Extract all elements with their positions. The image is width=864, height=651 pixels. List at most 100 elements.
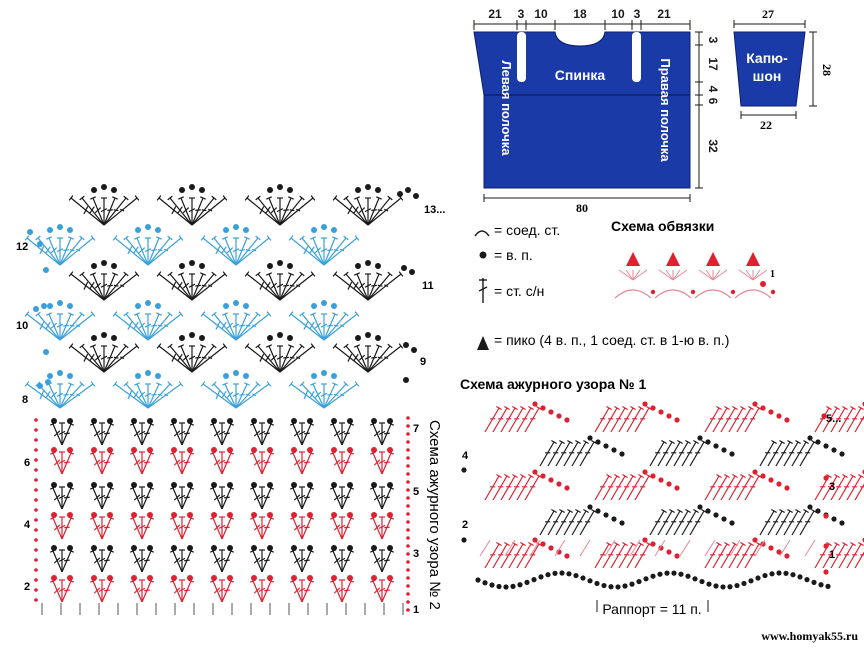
chain-dot <box>37 383 43 389</box>
chain-dot <box>199 263 205 269</box>
chain-dot <box>331 447 337 453</box>
chain-dot <box>67 227 73 233</box>
chain-dot <box>355 187 361 193</box>
chain-dot <box>101 332 107 338</box>
dim-side-3: 4 <box>706 86 720 93</box>
chain-dot <box>752 537 757 542</box>
chain-dot <box>642 469 647 474</box>
double-crochet-stitch <box>379 423 385 445</box>
fan-shell <box>245 184 315 225</box>
double-crochet-stitch <box>245 344 280 372</box>
chain-dot <box>387 512 393 518</box>
v-shell <box>250 418 274 445</box>
chain-dot <box>461 467 466 472</box>
chain-dot <box>251 418 257 424</box>
chain-dot <box>818 582 823 587</box>
double-crochet-stitch <box>259 550 265 572</box>
chain-dot <box>406 560 410 564</box>
connector <box>480 540 490 556</box>
fan-shell <box>25 300 95 340</box>
chain-dot <box>721 447 726 452</box>
v-shell <box>330 482 354 509</box>
chain-dot <box>807 504 812 509</box>
v-shell <box>330 512 354 539</box>
v-shell <box>330 545 354 572</box>
v-shell <box>210 482 234 509</box>
double-crochet-stitch <box>168 196 192 225</box>
v-shell <box>210 545 234 572</box>
chain-dot <box>211 482 217 488</box>
edging-scallop <box>695 252 735 298</box>
chain-dot <box>811 580 816 585</box>
chain-dot <box>760 405 765 410</box>
chain-dot <box>147 545 153 551</box>
double-crochet-stitch <box>124 382 148 408</box>
chain-dot <box>615 584 620 589</box>
chain-dot <box>731 290 735 294</box>
chain-dot <box>34 488 38 492</box>
double-crochet-stitch <box>59 423 65 445</box>
chain-dot <box>107 447 113 453</box>
chain-dot <box>331 482 337 488</box>
chain-dot <box>233 300 239 306</box>
chain-dot <box>233 224 239 230</box>
chain-dot <box>291 447 297 453</box>
chain-dot <box>831 447 836 452</box>
double-crochet-stitch <box>262 550 274 572</box>
chain-dot <box>233 370 239 376</box>
chain-dot <box>713 443 718 448</box>
chain-dot <box>413 193 419 199</box>
chain-dot <box>267 447 273 453</box>
chain-dot <box>131 512 137 518</box>
ow1-row-3: 3 <box>829 481 835 493</box>
chain-dot <box>291 575 297 581</box>
chain-dot <box>556 481 561 486</box>
chain-dot <box>658 477 663 482</box>
chain-dot <box>34 498 38 502</box>
chain-dot <box>91 545 97 551</box>
chain-dot <box>365 184 371 190</box>
double-crochet-stitch <box>302 423 314 445</box>
chain-dot <box>691 290 695 294</box>
double-crochet-stitch <box>262 487 274 509</box>
chain-dot <box>101 260 107 266</box>
double-crochet-stitch <box>59 517 65 539</box>
chain-dot <box>57 300 63 306</box>
double-crochet-stitch <box>299 487 305 509</box>
v-shell <box>90 447 114 474</box>
openwork-wedge <box>485 401 570 432</box>
chain-dot <box>387 575 393 581</box>
chain-dot <box>147 447 153 453</box>
v-shell <box>330 418 354 445</box>
ow2-row-9: 9 <box>420 356 426 368</box>
v-shell <box>170 575 194 602</box>
chain-dot <box>179 263 185 269</box>
chain-dot <box>147 418 153 424</box>
double-crochet-stitch <box>182 580 194 602</box>
chain-dot <box>769 571 774 576</box>
chain-dot <box>752 469 757 474</box>
chain-dot <box>145 300 151 306</box>
chain-dot <box>406 480 410 484</box>
chain-dot <box>51 545 57 551</box>
double-crochet-stitch <box>299 423 305 445</box>
chain-dot <box>331 373 337 379</box>
v-shell <box>250 447 274 474</box>
chain-dot <box>187 447 193 453</box>
double-crochet-stitch <box>745 406 762 432</box>
fan-shell <box>333 184 403 225</box>
chain-dot <box>371 418 377 424</box>
chain-dot <box>741 581 746 586</box>
chain-dot <box>307 447 313 453</box>
chain-dot <box>107 575 113 581</box>
chain-dot <box>267 575 273 581</box>
chain-dot <box>406 600 410 604</box>
chain-dot <box>375 335 381 341</box>
chain-dot <box>189 260 195 266</box>
double-crochet-icon <box>479 278 487 303</box>
double-crochet-stitch <box>62 550 74 572</box>
slip-stitch-icon <box>475 231 489 236</box>
chain-dot <box>651 290 655 294</box>
v-shell <box>90 545 114 572</box>
v-shell <box>170 482 194 509</box>
